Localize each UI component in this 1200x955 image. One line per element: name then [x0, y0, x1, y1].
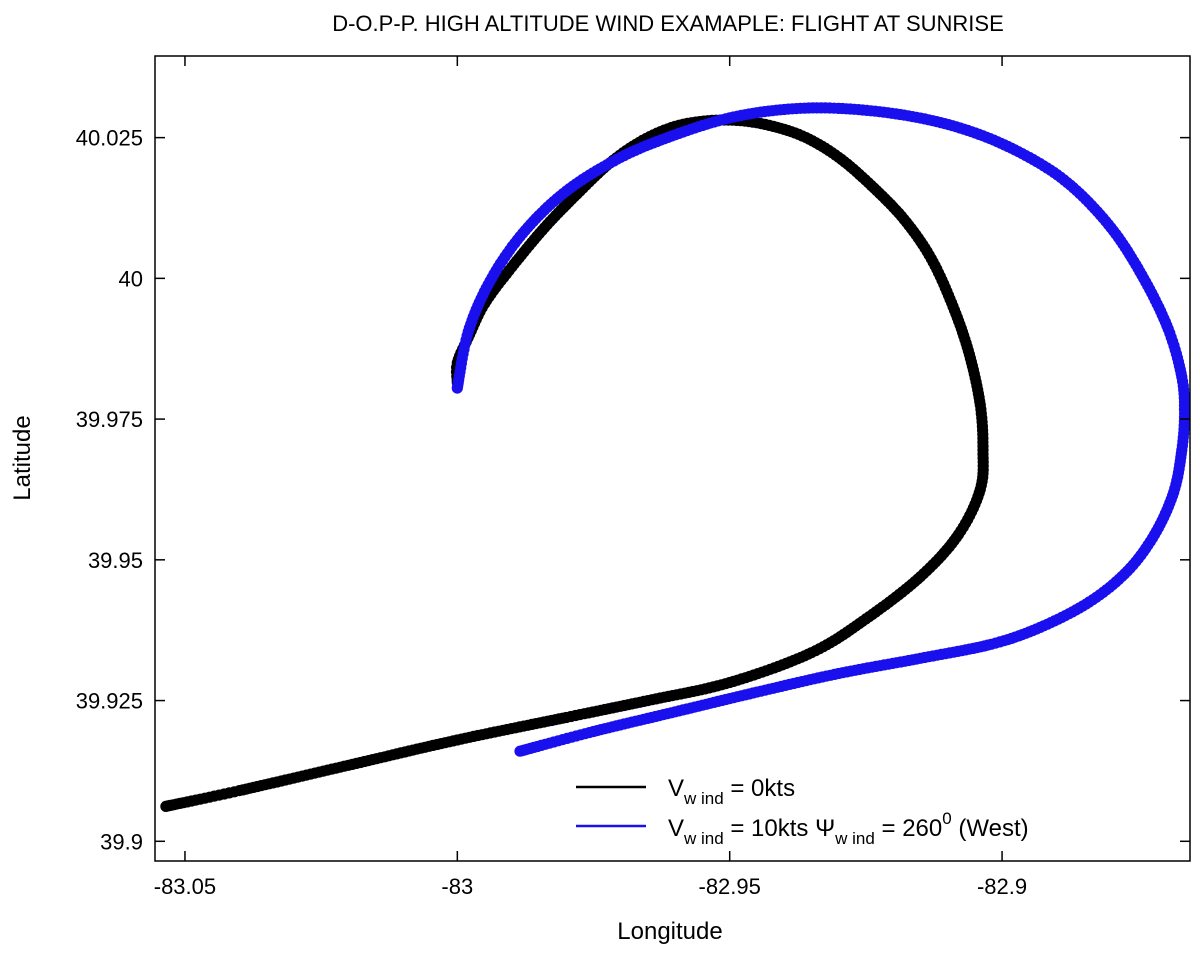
series-layer	[160, 102, 1190, 813]
series-1-line	[165, 116, 987, 810]
y-tick-label: 39.975	[76, 407, 143, 432]
ticks-layer: -83.05 -83 -82.95 -82.9 39.9 39.925 39.95 39.97…	[76, 56, 1190, 899]
y-tick-label: 39.925	[76, 689, 143, 714]
y-tick-label: 39.95	[88, 548, 143, 573]
x-tick-label: -82.9	[977, 874, 1027, 899]
x-tick-label: -83.05	[154, 874, 216, 899]
plot-frame	[154, 55, 1191, 862]
chart-title: D-O.P-P. HIGH ALTITUDE WIND EXAMAPLE: FL…	[332, 11, 1004, 36]
series-2-point	[451, 382, 463, 394]
y-tick-label: 40.025	[76, 126, 143, 151]
x-axis-label: Longitude	[617, 918, 722, 945]
series-2	[451, 102, 1190, 757]
y-axis-label: Latitude	[9, 415, 36, 500]
y-tick-label: 40	[119, 266, 143, 291]
legend: Vw ind = 0kts Vw ind = 10kts Ψw ind = 26…	[576, 775, 1029, 848]
x-tick-label: -82.95	[699, 874, 761, 899]
x-tick-label: -83	[441, 874, 473, 899]
legend-label-series-1: Vw ind = 0kts	[668, 775, 795, 808]
y-tick-label: 39.9	[100, 829, 143, 854]
series-1	[160, 114, 989, 813]
legend-label-series-2: Vw ind = 10kts Ψw ind = 2600 (West)	[668, 809, 1029, 848]
